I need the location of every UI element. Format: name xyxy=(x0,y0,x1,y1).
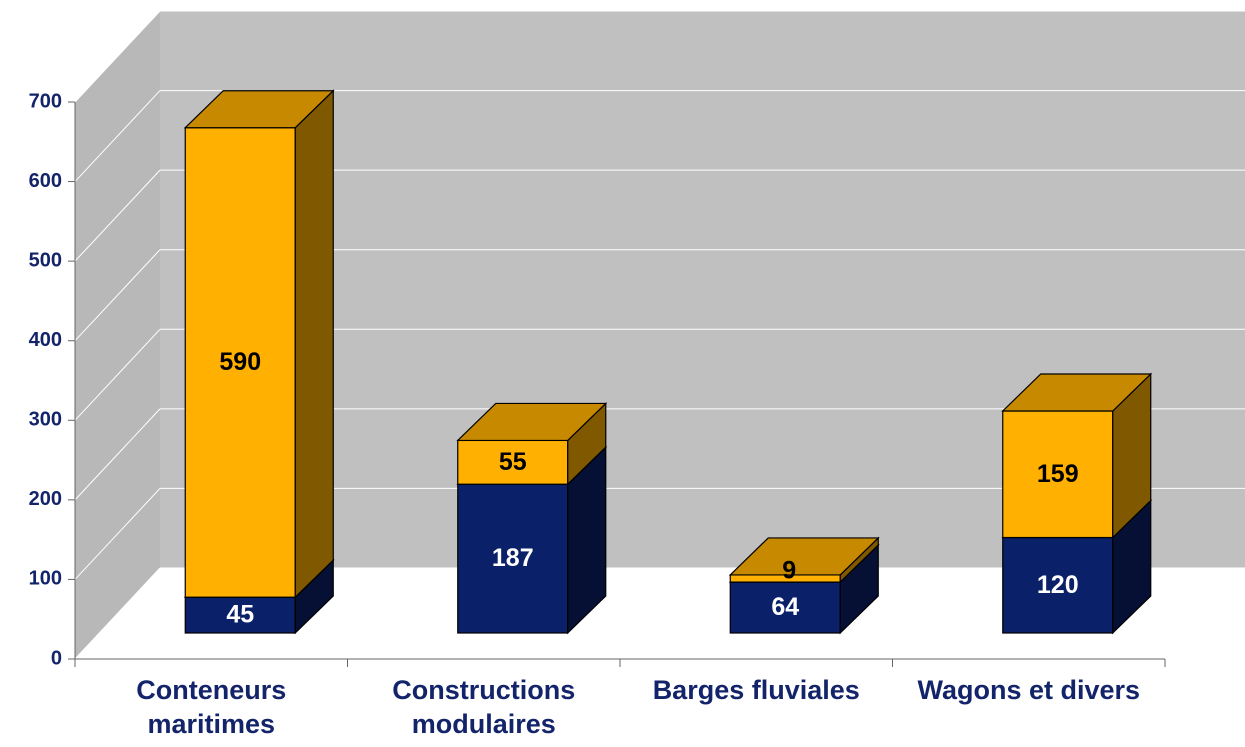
bar-segment xyxy=(457,439,569,485)
y-tick-label: 300 xyxy=(29,409,62,431)
bar-top xyxy=(1001,373,1153,412)
y-tick-label: 0 xyxy=(51,647,62,669)
x-tick-label: Conteneurs maritimes xyxy=(136,675,287,739)
grid-line xyxy=(74,249,161,342)
data-label: 159 xyxy=(1037,460,1079,488)
bar-top xyxy=(456,402,608,442)
bar-top xyxy=(183,90,335,129)
x-tick-label: Constructions modulaires xyxy=(392,675,576,739)
y-tick-label: 400 xyxy=(29,329,62,351)
data-label: 590 xyxy=(219,348,261,376)
grid-line xyxy=(74,567,161,660)
data-label: 120 xyxy=(1037,571,1079,599)
side-wall xyxy=(75,11,160,659)
bar-segment xyxy=(1002,410,1114,539)
data-label: 45 xyxy=(226,601,254,629)
data-label: 55 xyxy=(499,448,527,476)
data-label: 64 xyxy=(771,593,799,621)
y-tick-label: 100 xyxy=(29,568,62,590)
y-tick-label: 200 xyxy=(29,488,62,510)
y-tick-label: 500 xyxy=(29,249,62,271)
x-tick-label: Wagons et divers xyxy=(917,675,1141,705)
bar-segment xyxy=(457,483,569,634)
y-tick-label: 700 xyxy=(29,90,62,112)
bar-top xyxy=(728,537,880,576)
grid-line xyxy=(74,10,161,103)
grid-line xyxy=(74,169,161,262)
bar-side xyxy=(294,89,334,599)
data-label: 187 xyxy=(492,544,534,572)
x-tick-label: Barges fluviales xyxy=(652,675,860,705)
grid-line xyxy=(74,90,161,182)
grid-line xyxy=(74,408,161,501)
grid-line xyxy=(74,328,161,421)
grid-line xyxy=(74,488,161,580)
data-label: 9 xyxy=(782,557,796,585)
y-tick-label: 600 xyxy=(29,170,62,192)
